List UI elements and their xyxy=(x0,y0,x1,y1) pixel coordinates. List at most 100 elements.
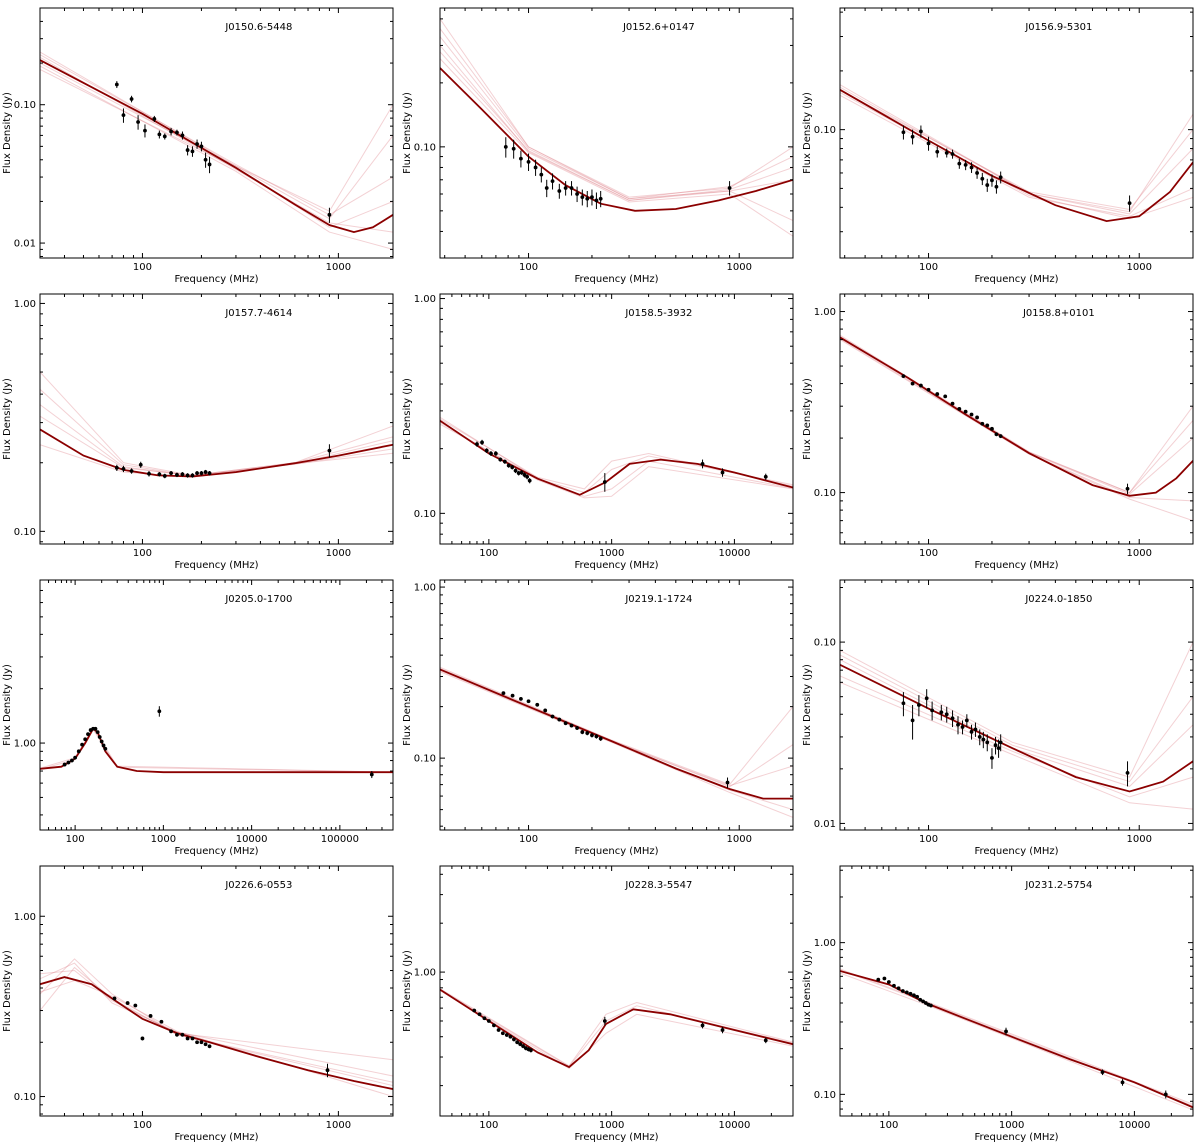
x-axis-label: Frequency (MHz) xyxy=(174,1132,258,1143)
x-tick-label: 100 xyxy=(66,834,85,845)
data-point xyxy=(985,423,990,428)
data-point xyxy=(203,1042,208,1047)
x-axis-label: Frequency (MHz) xyxy=(174,846,258,857)
y-tick-label: 0.10 xyxy=(14,100,36,111)
plot-frame xyxy=(839,579,1194,831)
source-title: J0157.7-4614 xyxy=(224,308,292,319)
data-point xyxy=(512,1037,516,1042)
data-point xyxy=(477,1012,482,1017)
plot-frame xyxy=(39,865,394,1117)
data-point xyxy=(506,463,511,468)
x-tick-label: 1000 xyxy=(1126,834,1151,845)
posterior-sample-curve xyxy=(440,989,793,1068)
posterior-sample-curve xyxy=(40,962,393,1077)
data-point xyxy=(943,394,948,399)
data-point xyxy=(510,465,515,470)
data-point xyxy=(518,1042,523,1047)
spectrum-panel: 100 1000 10000 100000 1.00 Frequency (MHz) Flu… xyxy=(2,579,394,857)
x-axis-label: Frequency (MHz) xyxy=(174,274,258,285)
x-axis-label: Frequency (MHz) xyxy=(574,846,658,857)
x-tick-label: 100 xyxy=(479,548,498,559)
data-point xyxy=(910,381,915,386)
data-point xyxy=(147,471,151,476)
posterior-sample-curve xyxy=(440,668,793,787)
data-point xyxy=(950,401,955,406)
data-point xyxy=(998,434,1003,439)
data-point xyxy=(80,742,85,747)
data-point xyxy=(594,734,599,739)
data-point xyxy=(876,977,881,982)
data-points xyxy=(62,706,374,779)
data-point xyxy=(157,132,162,137)
data-point xyxy=(185,473,190,478)
data-point xyxy=(199,1040,204,1045)
data-point xyxy=(998,175,1003,180)
plot-frame xyxy=(439,865,794,1117)
data-point xyxy=(519,156,523,161)
data-point xyxy=(504,1033,509,1037)
data-point xyxy=(910,134,915,139)
y-tick-label: 1.00 xyxy=(414,294,436,305)
y-tick-label: 0.10 xyxy=(814,638,836,649)
x-tick-label: 100 xyxy=(519,834,538,845)
x-axis-label: Frequency (MHz) xyxy=(974,274,1058,285)
data-point xyxy=(563,186,568,190)
data-point xyxy=(169,1029,173,1034)
data-point xyxy=(76,749,81,754)
data-point xyxy=(129,97,134,101)
data-point xyxy=(575,726,579,730)
data-points xyxy=(901,374,1130,495)
plot-frame xyxy=(39,7,394,259)
x-tick-label: 100 xyxy=(919,262,938,273)
source-title: J0156.9-5301 xyxy=(1024,22,1092,33)
data-point xyxy=(990,426,994,431)
posterior-sample-curve xyxy=(840,681,1193,810)
data-point xyxy=(957,406,962,411)
data-point xyxy=(195,471,199,476)
y-tick-label: 1.00 xyxy=(814,938,836,949)
posterior-sample-curve xyxy=(40,969,393,1061)
best-fit-curve xyxy=(840,336,1193,497)
plot-frame xyxy=(39,293,394,545)
data-point xyxy=(190,149,195,154)
data-point xyxy=(99,739,104,744)
data-point xyxy=(919,383,923,388)
data-point xyxy=(994,432,999,437)
posterior-sample-curve xyxy=(440,28,793,200)
y-tick-label: 1.00 xyxy=(814,307,836,318)
data-point xyxy=(511,146,516,151)
posterior-sample-curve xyxy=(440,988,793,1067)
x-axis-label: Frequency (MHz) xyxy=(574,560,658,571)
data-point xyxy=(700,1023,705,1028)
posterior-sample-curve xyxy=(840,641,1193,778)
data-point xyxy=(993,743,998,748)
data-point xyxy=(763,1038,768,1043)
posterior-sample-curve xyxy=(840,84,1193,213)
data-point xyxy=(569,723,574,728)
data-point xyxy=(994,184,999,189)
posterior-sample-curve xyxy=(40,388,393,477)
y-axis-label: Flux Density (Jy) xyxy=(2,950,13,1032)
data-points xyxy=(901,125,1132,212)
data-point xyxy=(70,758,74,763)
data-point xyxy=(475,442,479,447)
data-point xyxy=(882,976,887,981)
x-tick-label: 10000 xyxy=(719,1120,751,1131)
best-fit-curve xyxy=(840,89,1193,223)
x-tick-label: 100000 xyxy=(321,834,359,845)
data-point xyxy=(990,178,994,183)
data-point xyxy=(950,716,955,721)
data-point xyxy=(121,466,126,471)
data-point xyxy=(103,746,108,751)
data-point xyxy=(585,731,590,736)
data-point xyxy=(493,451,498,456)
best-fit-curve xyxy=(840,970,1193,1109)
posterior-sample-curve xyxy=(40,54,393,216)
plot-frame xyxy=(839,293,1194,545)
y-tick-label: 1.00 xyxy=(14,299,36,310)
data-point xyxy=(598,196,603,201)
data-point xyxy=(525,474,530,479)
data-point xyxy=(472,1008,477,1013)
posterior-sample-curve xyxy=(440,51,793,201)
fit-curves xyxy=(440,416,793,499)
